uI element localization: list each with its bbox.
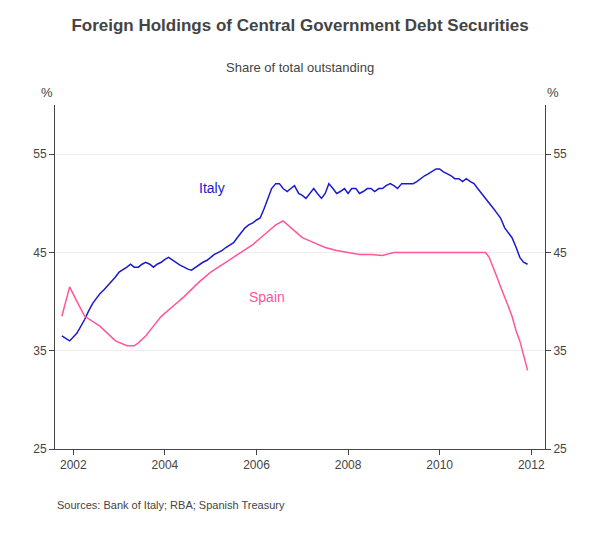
svg-text:%: %: [41, 85, 53, 100]
svg-text:45: 45: [33, 246, 47, 260]
svg-text:%: %: [547, 85, 559, 100]
svg-text:Share of total outstanding: Share of total outstanding: [226, 60, 374, 75]
svg-text:2012: 2012: [518, 458, 545, 472]
svg-text:2002: 2002: [60, 458, 87, 472]
svg-text:25: 25: [33, 442, 47, 456]
svg-text:2010: 2010: [426, 458, 453, 472]
svg-text:2008: 2008: [335, 458, 362, 472]
svg-text:55: 55: [553, 147, 567, 161]
svg-text:Foreign Holdings of Central Go: Foreign Holdings of Central Government D…: [71, 16, 528, 35]
svg-text:Italy: Italy: [199, 180, 225, 196]
svg-text:55: 55: [33, 147, 47, 161]
svg-text:35: 35: [553, 344, 567, 358]
svg-text:2006: 2006: [243, 458, 270, 472]
svg-text:25: 25: [553, 442, 567, 456]
svg-text:Spain: Spain: [249, 289, 285, 305]
svg-text:2004: 2004: [152, 458, 179, 472]
svg-text:35: 35: [33, 344, 47, 358]
svg-text:45: 45: [553, 246, 567, 260]
svg-text:Sources: Bank of Italy; RBA; S: Sources: Bank of Italy; RBA; Spanish Tre…: [57, 499, 285, 511]
